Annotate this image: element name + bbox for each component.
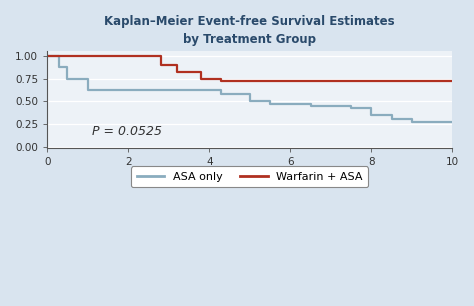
X-axis label: Years after onset: Years after onset (200, 173, 300, 186)
Legend: ASA only, Warfarin + ASA: ASA only, Warfarin + ASA (131, 166, 368, 188)
Text: P = 0.0525: P = 0.0525 (92, 125, 162, 138)
Title: Kaplan–Meier Event-free Survival Estimates
by Treatment Group: Kaplan–Meier Event-free Survival Estimat… (104, 15, 395, 46)
